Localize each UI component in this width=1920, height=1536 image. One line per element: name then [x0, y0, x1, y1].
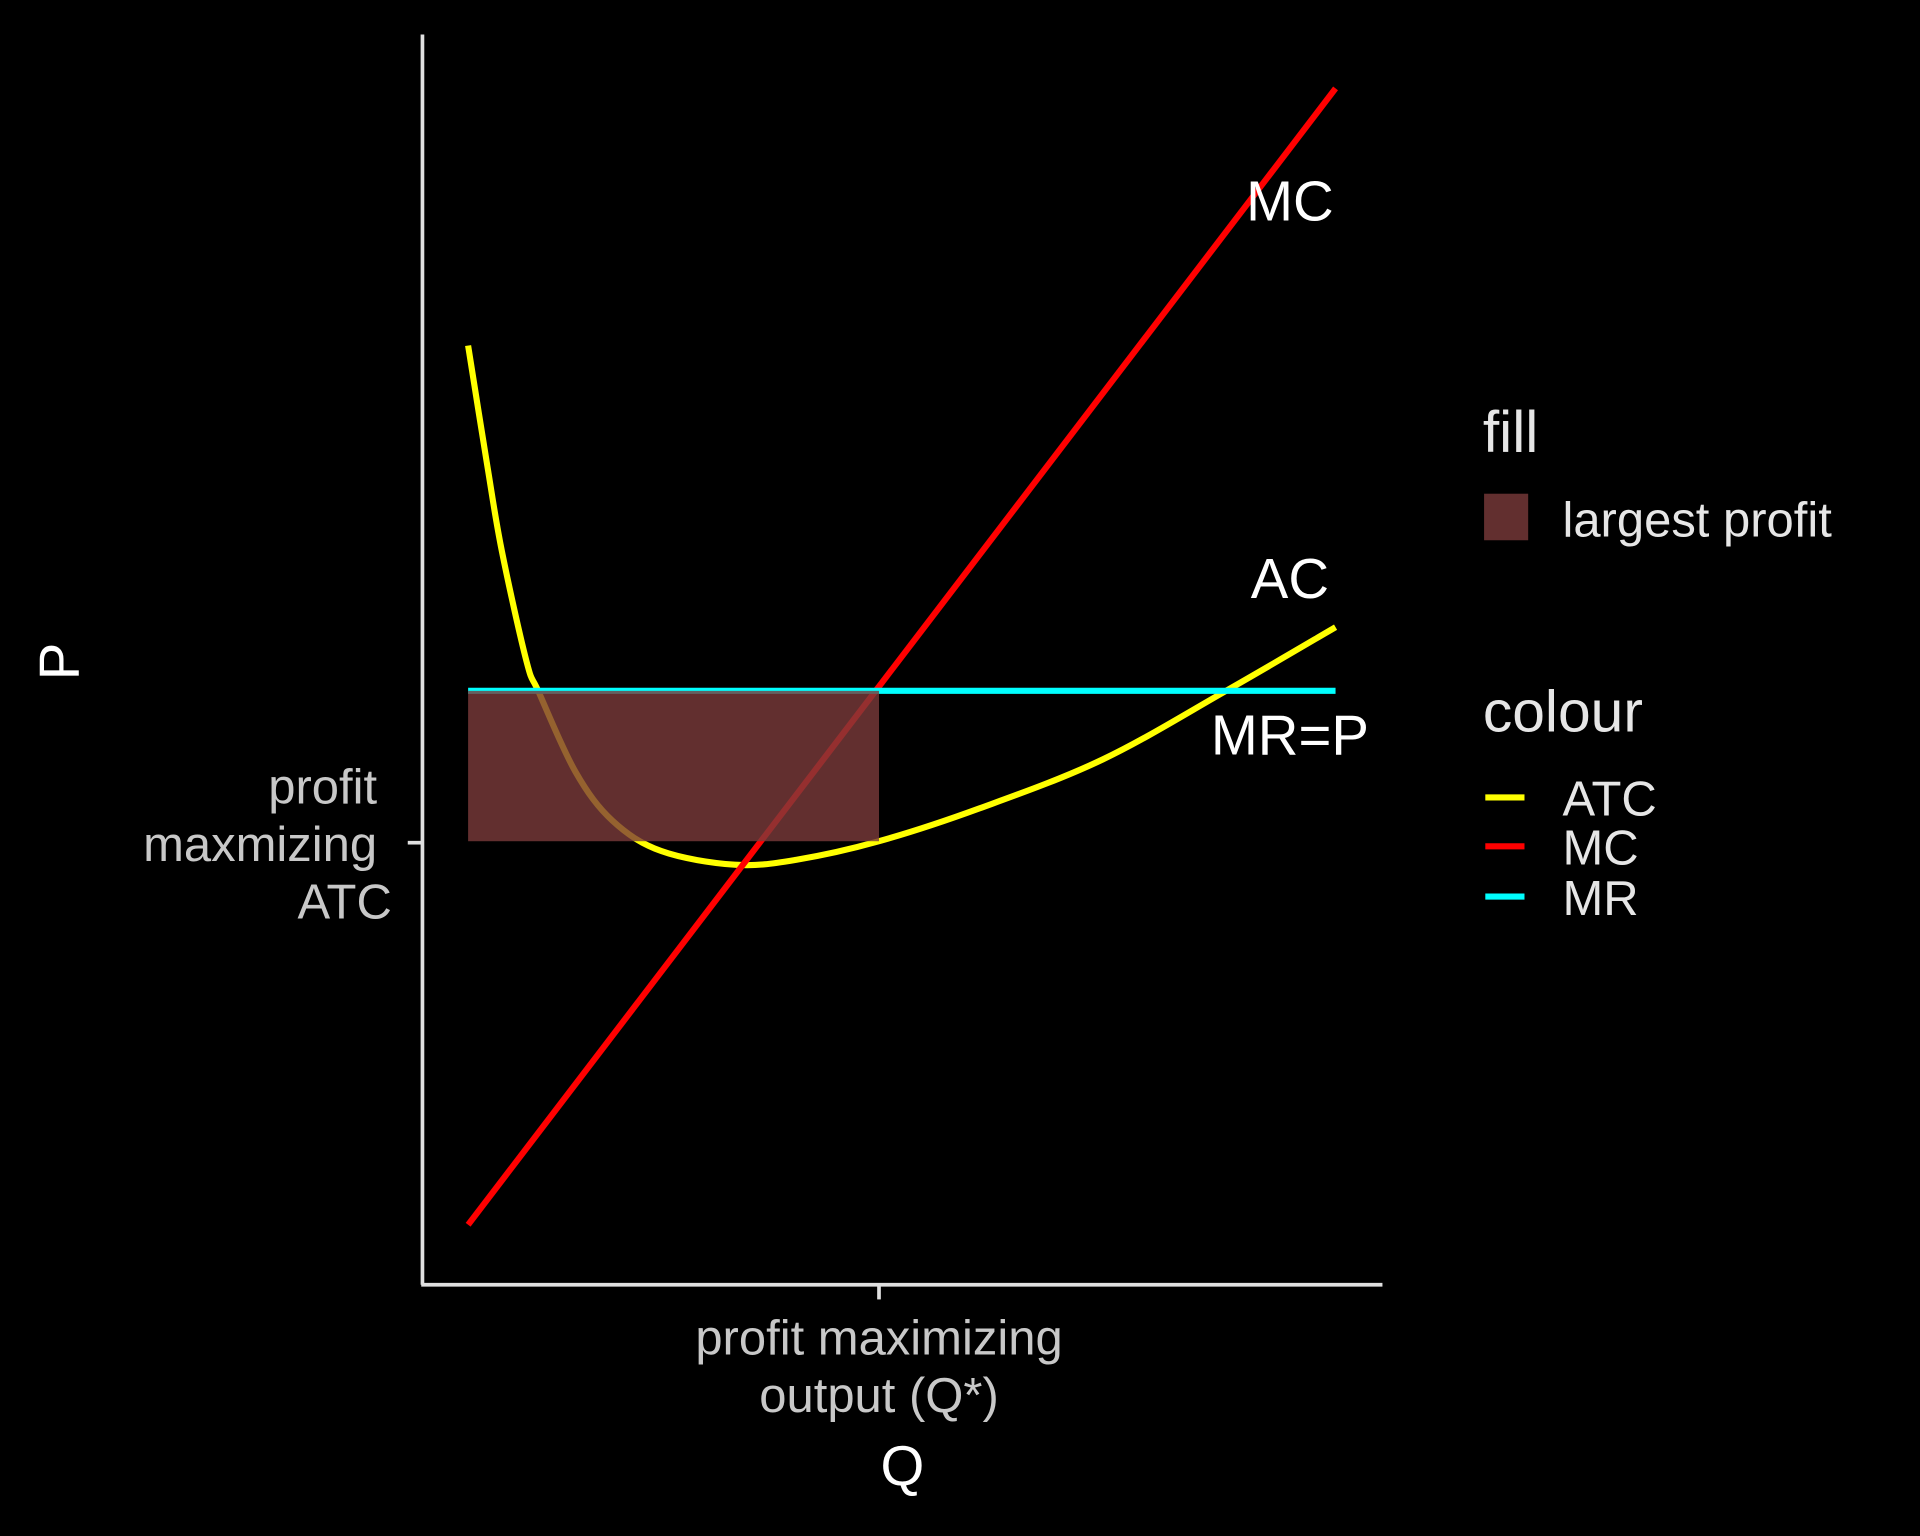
annotations: MC AC MR=P	[1211, 170, 1369, 767]
x-tick-label-line: profit maximizing	[695, 1312, 1062, 1366]
y-tick-label-line: maxmizing	[143, 818, 377, 872]
annotation-mc: MC	[1246, 170, 1334, 233]
plot-area	[465, 86, 1338, 1227]
legend-colour-title: colour	[1483, 679, 1643, 744]
axis-ticks: profit maximizing output (Q*) profit maxmiz…	[143, 761, 1063, 1424]
annotation-ac: AC	[1251, 547, 1329, 610]
y-tick-label-line: ATC	[298, 876, 392, 930]
y-tick-label: profit maxmizing ATC	[143, 761, 392, 930]
y-axis-title: P	[27, 643, 90, 681]
x-axis-title: Q	[881, 1435, 925, 1498]
annotation-mrp: MR=P	[1211, 704, 1369, 767]
legend-fill-label: largest profit	[1562, 494, 1832, 548]
y-tick-label-line: profit	[268, 761, 377, 815]
legend-fill-swatch	[1484, 493, 1529, 541]
profit-rectangle	[468, 690, 880, 842]
legend-fill-title: fill	[1483, 400, 1538, 465]
series-line-atc	[465, 345, 1338, 869]
legend-label-mr: MR	[1562, 872, 1638, 926]
legend-label-atc: ATC	[1562, 773, 1656, 827]
series-line-mc	[465, 86, 1338, 1227]
legend: fill largest profit colour ATC MC MR	[1483, 400, 1832, 926]
legend-label-mc: MC	[1562, 822, 1638, 876]
x-tick-label: profit maximizing output (Q*)	[695, 1312, 1062, 1424]
x-tick-label-line: output (Q*)	[759, 1369, 999, 1423]
